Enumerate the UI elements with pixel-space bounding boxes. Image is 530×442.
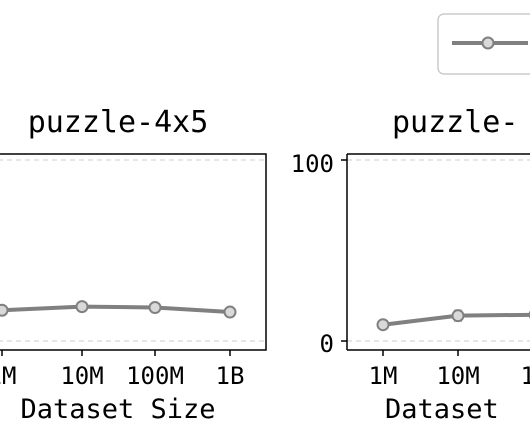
panel-puzzle-4x5: puzzle-4x5 1M 10M 100M 1B Dataset Size [0,105,267,425]
x-tick-label: 1M [369,362,398,390]
x-tick-labels: 1M 10M 10 [369,350,530,390]
series-group [376,309,530,332]
x-tick-labels: 1M 10M 100M 1B [0,350,244,390]
chart-title: puzzle-4x5 [28,105,209,140]
plot-frame [0,153,267,351]
data-point [148,301,162,315]
x-tick-label: 1M [0,362,16,390]
x-tick-label: 10M [436,362,479,390]
panel-puzzle-2: puzzle- 100 0 1M 10M 10 Dataset [291,105,530,425]
data-point [451,309,465,323]
legend-series-marker [481,36,495,50]
x-axis-label: Dataset [385,394,499,425]
data-point [75,300,89,314]
data-point [0,303,9,317]
series-group [0,300,237,319]
x-tick-label: 1B [216,362,245,390]
legend [437,13,530,75]
data-point [376,318,390,332]
x-axis-label: Dataset Size [20,394,215,425]
y-tick-label: 0 [320,330,334,358]
y-tick-label: 100 [291,150,334,178]
chart-title: puzzle- [392,105,518,140]
x-tick-label: 10M [60,362,103,390]
series-line [1,304,231,315]
x-tick-label: 10 [521,362,530,390]
data-point [223,305,237,319]
x-tick-label: 100M [126,362,184,390]
